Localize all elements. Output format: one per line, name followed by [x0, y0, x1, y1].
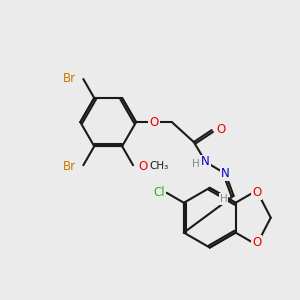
Text: Br: Br — [63, 160, 76, 173]
Text: O: O — [252, 186, 261, 199]
Text: Cl: Cl — [153, 186, 165, 199]
Text: H: H — [192, 159, 200, 169]
Text: N: N — [201, 155, 210, 168]
Text: O: O — [252, 236, 261, 249]
Text: O: O — [217, 123, 226, 136]
Text: H: H — [220, 194, 227, 204]
Text: CH₃: CH₃ — [149, 161, 168, 171]
Text: O: O — [138, 160, 147, 173]
Text: Br: Br — [63, 71, 76, 85]
Text: N: N — [221, 167, 230, 180]
Text: O: O — [149, 116, 159, 129]
